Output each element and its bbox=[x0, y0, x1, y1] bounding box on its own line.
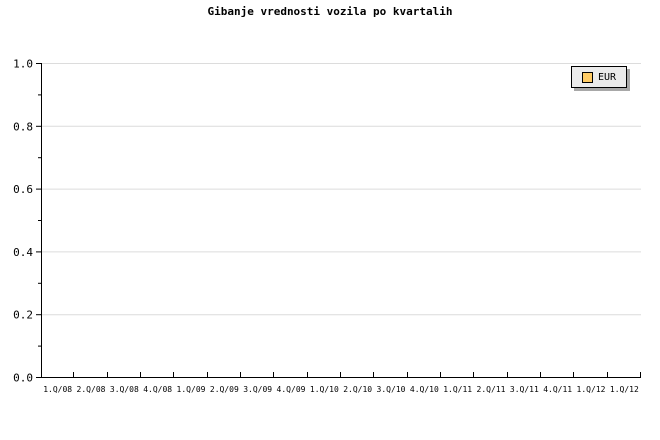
x-tick-label: 3.Q/11 bbox=[510, 385, 539, 394]
legend: EUR bbox=[571, 66, 627, 88]
x-tick-label: 3.Q/10 bbox=[377, 385, 406, 394]
legend-swatch-eur bbox=[582, 71, 593, 83]
x-tick-label: 1.Q/10 bbox=[310, 385, 339, 394]
x-tick-label: 3.Q/08 bbox=[110, 385, 139, 394]
chart-title: Gibanje vrednosti vozila po kvartalih bbox=[207, 5, 453, 18]
x-tick-label: 2.Q/10 bbox=[343, 385, 372, 394]
y-tick-label: 0.6 bbox=[13, 183, 33, 196]
y-tick-label: 0.4 bbox=[13, 246, 33, 259]
x-tick-label: 1.Q/11 bbox=[443, 385, 472, 394]
x-tick-label: 4.Q/10 bbox=[410, 385, 439, 394]
legend-label-eur: EUR bbox=[598, 71, 617, 83]
x-tick-label: 1.Q/12 bbox=[577, 385, 606, 394]
x-tick-label: 2.Q/09 bbox=[210, 385, 239, 394]
x-tick-label: 1.Q/08 bbox=[43, 385, 72, 394]
x-tick-label: 1.Q/12 bbox=[610, 385, 639, 394]
x-tick-label: 4.Q/09 bbox=[277, 385, 306, 394]
x-tick-label: 4.Q/08 bbox=[143, 385, 172, 394]
y-tick-label: 0.2 bbox=[13, 309, 33, 322]
x-tick-label: 2.Q/11 bbox=[477, 385, 506, 394]
x-tick-label: 1.Q/09 bbox=[177, 385, 206, 394]
y-tick-label: 0.8 bbox=[13, 120, 33, 133]
x-tick-label: 2.Q/08 bbox=[77, 385, 106, 394]
y-tick-label: 0.0 bbox=[13, 372, 33, 385]
x-tick-label: 3.Q/09 bbox=[243, 385, 272, 394]
y-tick-label: 1.0 bbox=[13, 58, 33, 71]
x-tick-label: 4.Q/11 bbox=[543, 385, 572, 394]
